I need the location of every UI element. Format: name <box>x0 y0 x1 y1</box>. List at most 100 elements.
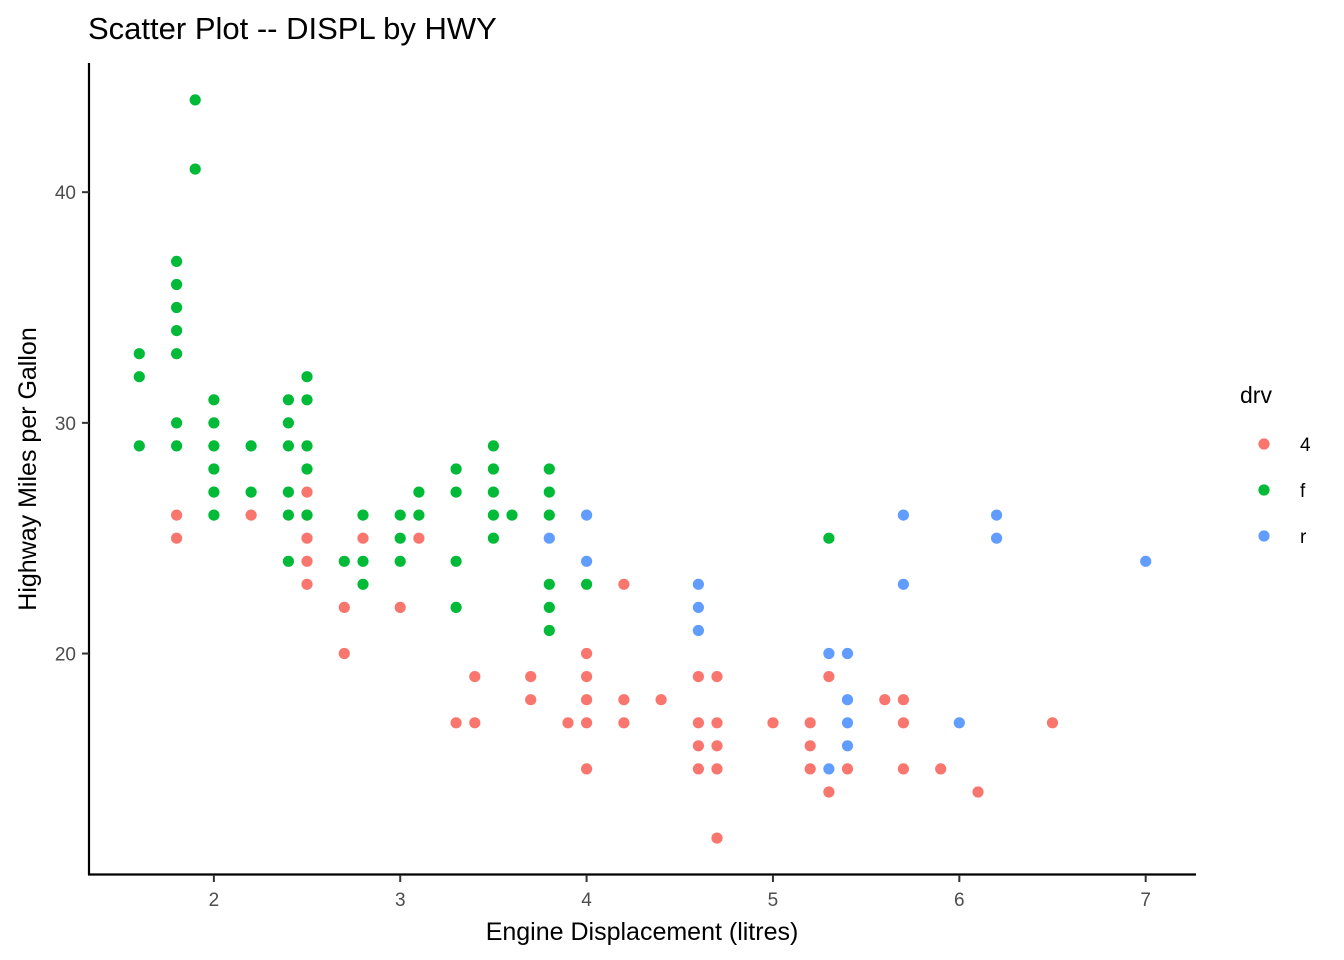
data-point-r <box>953 717 965 729</box>
data-point-f <box>133 371 145 383</box>
data-point-f <box>543 578 555 590</box>
legend-items: 4 f r <box>1258 435 1311 548</box>
data-point-f <box>301 440 313 452</box>
legend-key-r <box>1258 530 1270 542</box>
data-point-4 <box>581 763 593 775</box>
data-point-4 <box>692 717 705 729</box>
data-point-4 <box>841 763 854 775</box>
data-point-f <box>208 486 220 498</box>
data-point-f <box>357 578 369 590</box>
data-point-r <box>692 578 705 590</box>
data-point-4 <box>581 717 593 729</box>
data-point-f <box>133 348 145 360</box>
x-tick-label: 5 <box>768 890 779 911</box>
y-tick-label: 20 <box>55 645 76 666</box>
legend-label-4: 4 <box>1300 435 1311 456</box>
data-point-4 <box>562 717 574 729</box>
data-point-f <box>282 509 294 521</box>
data-point-f <box>301 371 313 383</box>
legend-title: drv <box>1240 382 1272 408</box>
data-point-f <box>487 532 499 544</box>
data-point-4 <box>450 717 462 729</box>
data-point-f <box>487 463 499 475</box>
data-point-4 <box>692 763 705 775</box>
data-point-r <box>841 647 854 660</box>
data-point-f <box>282 394 294 406</box>
data-point-f <box>450 486 462 498</box>
data-point-4 <box>413 532 425 544</box>
data-point-r <box>841 694 854 706</box>
data-point-4 <box>525 694 537 706</box>
data-point-f <box>208 440 220 452</box>
data-point-4 <box>338 601 350 614</box>
data-point-4 <box>767 717 779 729</box>
legend-key-f <box>1258 484 1270 496</box>
data-point-4 <box>897 717 910 729</box>
y-tick-label: 40 <box>55 183 76 204</box>
data-point-f <box>245 486 257 498</box>
x-axis-ticks: 2 3 4 5 6 7 <box>209 875 1151 911</box>
data-point-r <box>991 509 1003 521</box>
data-point-f <box>171 440 183 452</box>
data-point-f <box>171 348 183 360</box>
data-point-4 <box>804 740 816 752</box>
data-point-4 <box>618 717 630 729</box>
data-point-f <box>301 509 313 521</box>
data-point-f <box>450 555 462 567</box>
data-point-4 <box>711 763 723 775</box>
data-point-f <box>357 555 369 567</box>
data-point-4 <box>897 763 910 775</box>
data-point-f <box>171 417 183 429</box>
data-point-f <box>357 509 369 521</box>
data-point-f <box>208 509 220 521</box>
data-point-f <box>189 94 201 106</box>
data-point-4 <box>804 717 816 729</box>
data-point-r <box>543 532 555 544</box>
legend-label-f: f <box>1300 481 1306 502</box>
data-point-f <box>189 163 201 175</box>
data-point-f <box>282 417 294 429</box>
data-point-f <box>133 440 145 452</box>
x-tick-label: 4 <box>581 890 592 911</box>
data-point-4 <box>655 694 667 706</box>
data-point-r <box>581 555 593 567</box>
data-point-r <box>692 601 705 614</box>
data-point-r <box>823 647 835 660</box>
data-point-4 <box>692 671 705 683</box>
data-point-4 <box>897 694 910 706</box>
data-point-4 <box>1046 717 1059 729</box>
data-point-4 <box>823 786 835 798</box>
data-point-4 <box>338 647 350 660</box>
data-point-4 <box>711 740 723 752</box>
data-point-f <box>487 440 499 452</box>
data-point-4 <box>879 694 891 706</box>
data-point-4 <box>469 717 481 729</box>
data-point-r <box>991 532 1003 544</box>
data-point-4 <box>581 647 593 660</box>
x-tick-label: 6 <box>954 890 965 911</box>
x-tick-label: 3 <box>395 890 406 911</box>
data-point-f <box>450 601 462 614</box>
data-point-4 <box>525 671 537 683</box>
data-point-f <box>394 509 406 521</box>
data-point-r <box>581 509 593 521</box>
data-point-f <box>245 440 257 452</box>
data-point-f <box>301 394 313 406</box>
data-point-4 <box>581 694 593 706</box>
data-point-f <box>543 624 555 637</box>
data-point-4 <box>692 740 705 752</box>
data-point-f <box>171 325 183 337</box>
data-point-4 <box>618 578 630 590</box>
data-point-f <box>543 463 555 475</box>
data-point-r <box>841 717 854 729</box>
data-point-f <box>543 486 555 498</box>
data-point-f <box>413 509 425 521</box>
data-point-f <box>171 278 183 291</box>
chart-title: Scatter Plot -- DISPL by HWY <box>88 11 497 46</box>
x-axis-title: Engine Displacement (litres) <box>486 918 799 946</box>
data-point-4 <box>245 509 257 521</box>
data-point-f <box>413 486 425 498</box>
data-point-f <box>450 463 462 475</box>
data-point-4 <box>804 763 816 775</box>
